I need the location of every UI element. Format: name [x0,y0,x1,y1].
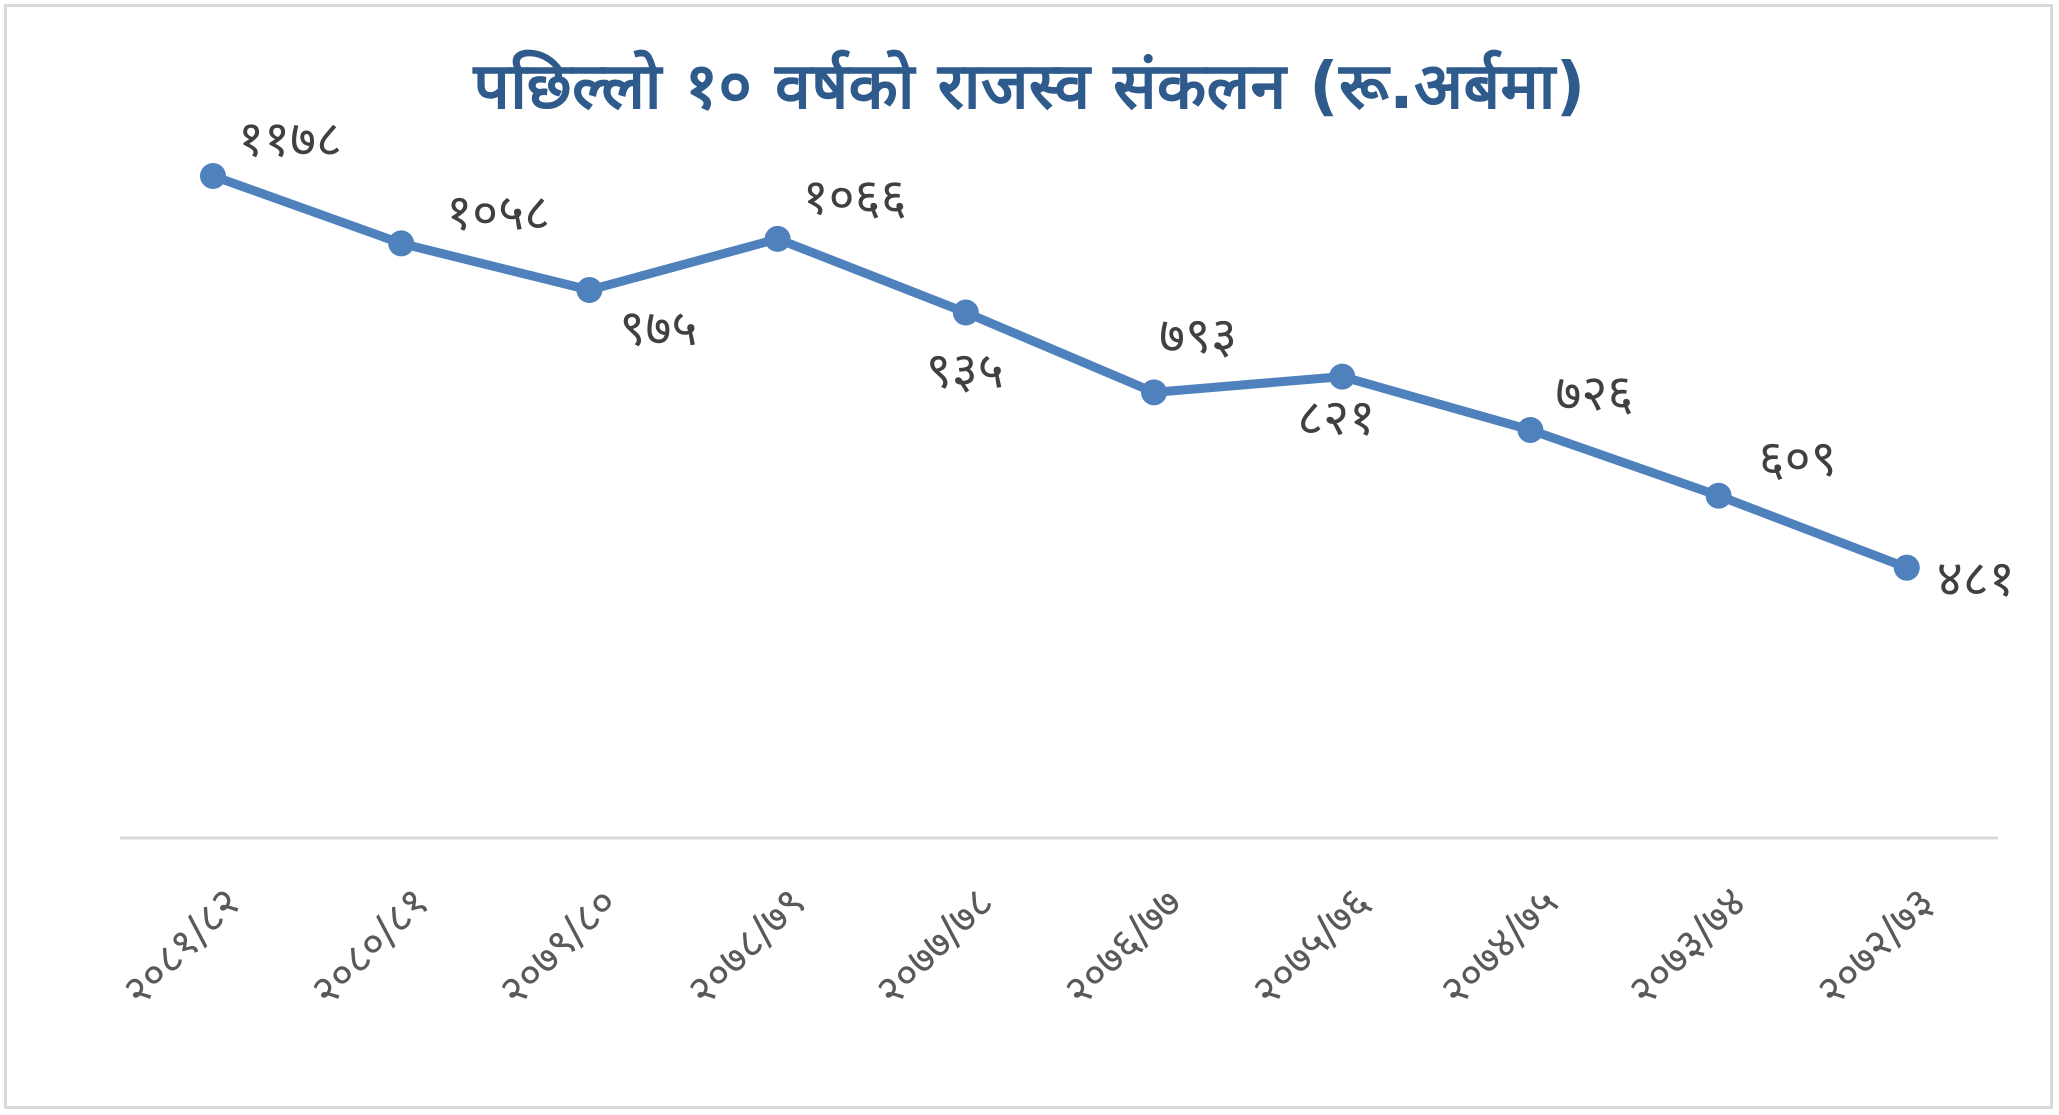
data-point [1329,363,1356,390]
x-tick-label: २०७६/७७ [1054,877,1191,1014]
data-label: ८२१ [1297,389,1375,447]
data-point [1141,379,1167,406]
data-label: ९३५ [926,342,1004,400]
data-point [1517,416,1544,443]
x-tick-label: २०७३/७४ [1618,877,1755,1014]
data-label: ९७५ [619,299,697,357]
data-point [200,162,226,189]
chart-frame [4,4,2053,1109]
data-point [1893,554,1920,581]
data-point [952,299,979,326]
data-label: १०५८ [446,183,550,241]
data-label: १०६६ [803,168,907,226]
x-tick-label: २०७९/८० [489,877,626,1014]
x-tick-label: २०८१/८२ [113,877,250,1014]
data-label: ११७८ [238,110,342,168]
data-label: ७२६ [1555,364,1633,422]
series-line [208,171,1912,573]
data-label: ६०९ [1759,430,1837,488]
x-tick-label: २०८०/८१ [301,877,438,1014]
data-point [576,277,603,304]
data-label: ४८१ [1937,550,2015,608]
data-point [1705,482,1732,509]
x-tick-label: २०७७/७८ [866,877,1003,1014]
x-tick-label: २०७८/७९ [677,877,814,1014]
x-tick-label: २०७४/७५ [1430,877,1567,1014]
x-tick-label: २०७५/७६ [1242,877,1379,1014]
data-label: ७९३ [1159,306,1237,364]
chart-title: पछिल्लो १० वर्षको राजस्व संकलन (रू.अर्बम… [473,50,1586,124]
data-point [388,230,415,257]
x-tick-label: २०७२/७३ [1807,877,1944,1014]
data-point [764,225,791,252]
